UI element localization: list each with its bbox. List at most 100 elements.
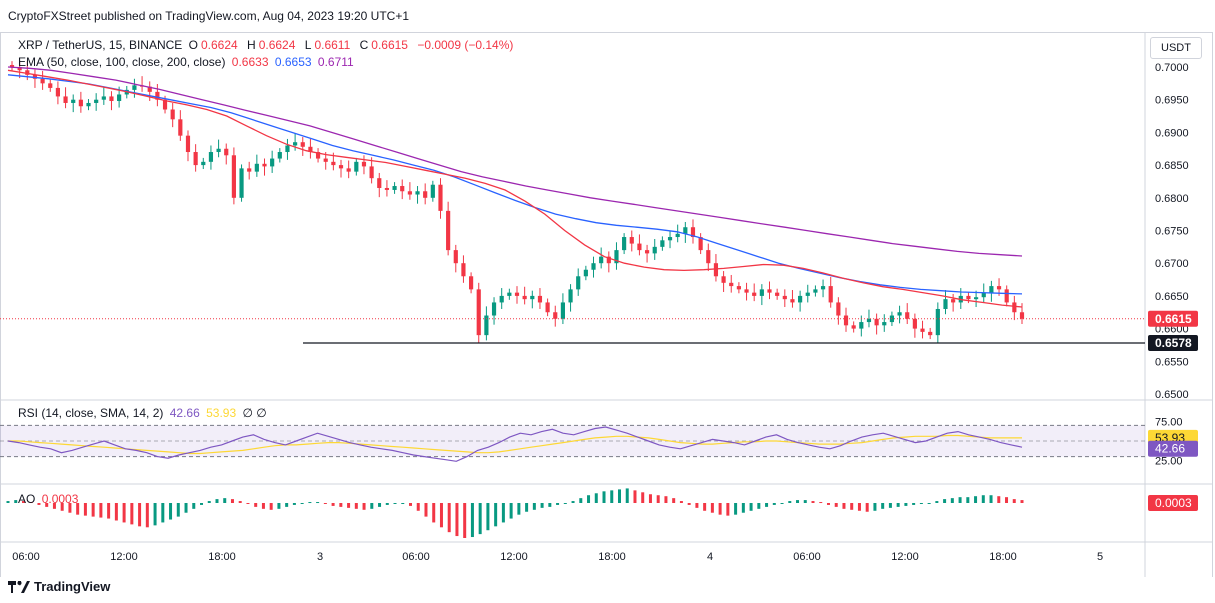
chart-frame — [0, 32, 1213, 577]
candle-body — [377, 178, 382, 188]
candle-body — [55, 87, 60, 97]
ema100-value: 0.6653 — [274, 55, 312, 69]
candle-body — [974, 297, 979, 300]
currency-button[interactable]: USDT — [1150, 37, 1202, 59]
price-tick-label: 0.6700 — [1155, 258, 1189, 270]
ao-bar — [107, 503, 111, 519]
candle-body — [446, 210, 451, 251]
candle-body — [323, 158, 328, 162]
ao-bar — [525, 503, 529, 512]
candle-body — [859, 322, 864, 329]
candle-body — [407, 191, 412, 195]
ao-bar — [540, 503, 544, 508]
candle-body — [514, 292, 520, 296]
ao-bar — [230, 499, 234, 503]
candle-body — [293, 142, 298, 146]
time-tick-label: 18:00 — [598, 551, 626, 563]
ao-bar — [347, 503, 351, 508]
candle-body — [843, 315, 849, 326]
candle-body — [384, 187, 390, 190]
candle-body — [1012, 302, 1017, 313]
candle-body — [300, 142, 305, 147]
ema50-value: 0.6633 — [231, 55, 269, 69]
ao-badge — [1148, 495, 1198, 511]
ao-bar — [656, 495, 660, 503]
candle-body — [361, 161, 367, 167]
ao-bar — [780, 503, 784, 504]
ao-bar — [393, 503, 397, 504]
ao-bar — [718, 503, 722, 515]
low-value: 0.6611 — [314, 38, 351, 52]
ao-bar — [455, 503, 459, 537]
time-tick-label: 5 — [1097, 551, 1103, 563]
candle-body — [507, 292, 512, 296]
candle-body — [874, 318, 879, 326]
ao-bar — [292, 503, 296, 505]
ao-bar — [1005, 497, 1009, 503]
candle-body — [568, 289, 573, 303]
candle-body — [828, 286, 833, 303]
ao-bar — [958, 497, 962, 503]
ao-bar — [679, 501, 683, 503]
price-tick-label: 0.6500 — [1155, 389, 1189, 401]
ao-bar — [509, 503, 513, 519]
candle-body — [790, 299, 795, 303]
ao-bar — [617, 489, 621, 503]
price-tick-label: 0.6900 — [1155, 127, 1189, 139]
candle-body — [499, 295, 504, 303]
ao-bar — [734, 503, 738, 515]
candle-body — [813, 289, 818, 293]
ao-bar — [919, 503, 923, 504]
ao-bar — [888, 503, 892, 508]
rsi-label[interactable]: RSI (14, close, SMA, 14, 2) — [18, 406, 164, 420]
ao-bar — [184, 503, 188, 513]
ao-bar — [68, 503, 72, 513]
ao-bar — [277, 503, 281, 509]
ao-bar — [99, 503, 103, 518]
ao-bar — [300, 503, 304, 504]
rsi-line — [7, 426, 1023, 462]
candle-body — [935, 308, 940, 336]
ao-bar — [641, 492, 645, 503]
ao-bar — [200, 503, 204, 505]
ao-bar — [1020, 500, 1024, 503]
ao-bar — [432, 503, 436, 523]
candle-body — [170, 109, 175, 120]
candle-body — [247, 168, 252, 172]
candle-body — [354, 161, 359, 172]
ao-bar — [130, 503, 134, 525]
candle-body — [308, 146, 313, 153]
price-tick-label: 0.6800 — [1155, 193, 1189, 205]
ao-bar — [285, 503, 289, 507]
ao-bar — [1012, 499, 1016, 503]
time-tick-label: 3 — [317, 551, 323, 563]
ao-bar — [881, 503, 885, 509]
candle-body — [951, 299, 956, 303]
ao-bar — [269, 503, 273, 510]
time-tick-label: 12:00 — [891, 551, 919, 563]
ao-bar — [409, 503, 413, 506]
ao-bar — [943, 499, 947, 503]
candle-body — [208, 152, 214, 162]
candle-body — [438, 184, 443, 211]
candle-body — [866, 318, 872, 323]
ao-bar — [796, 500, 800, 503]
ao-label[interactable]: AO — [18, 492, 36, 506]
publisher-bar: CryptoFXStreet published on TradingView.… — [0, 0, 1215, 32]
ao-bar — [176, 503, 180, 517]
candle-body — [530, 295, 535, 300]
ao-bar — [687, 503, 691, 505]
ao-bar — [478, 503, 482, 535]
symbol-label[interactable]: XRP / TetherUS, 15, BINANCE — [18, 38, 183, 52]
ema-label[interactable]: EMA (50, close, 100, close, 200, close) — [18, 55, 226, 69]
ao-bar — [517, 503, 521, 515]
ao-bar — [664, 496, 668, 503]
ao-bar — [169, 503, 173, 520]
ao-bar — [602, 491, 606, 503]
ao-bar — [261, 503, 265, 509]
close-label: C — [359, 38, 369, 52]
tradingview-logo-text: TradingView — [34, 579, 111, 594]
candle-body — [966, 295, 971, 300]
ema200-value: 0.6711 — [317, 55, 354, 69]
